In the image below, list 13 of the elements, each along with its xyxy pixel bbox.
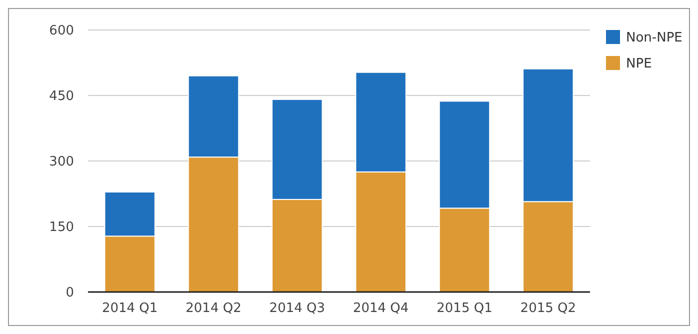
x-tick-label: 2014 Q2	[186, 301, 242, 316]
y-tick-label: 300	[49, 154, 74, 170]
y-tick-label: 150	[49, 220, 74, 236]
y-tick-label: 450	[49, 89, 74, 104]
legend-label: NPE	[626, 56, 652, 72]
y-tick-label: 0	[66, 286, 74, 301]
x-tick-label: 2014 Q4	[352, 301, 409, 316]
x-tick-label: 2014 Q1	[102, 301, 158, 316]
legend-label: Non-NPE	[626, 30, 682, 46]
x-tick-label: 2014 Q3	[269, 301, 326, 316]
x-tick-label: 2015 Q1	[436, 301, 492, 316]
x-tick-label: 2015 Q2	[520, 301, 576, 316]
y-tick-label: 600	[49, 24, 74, 39]
